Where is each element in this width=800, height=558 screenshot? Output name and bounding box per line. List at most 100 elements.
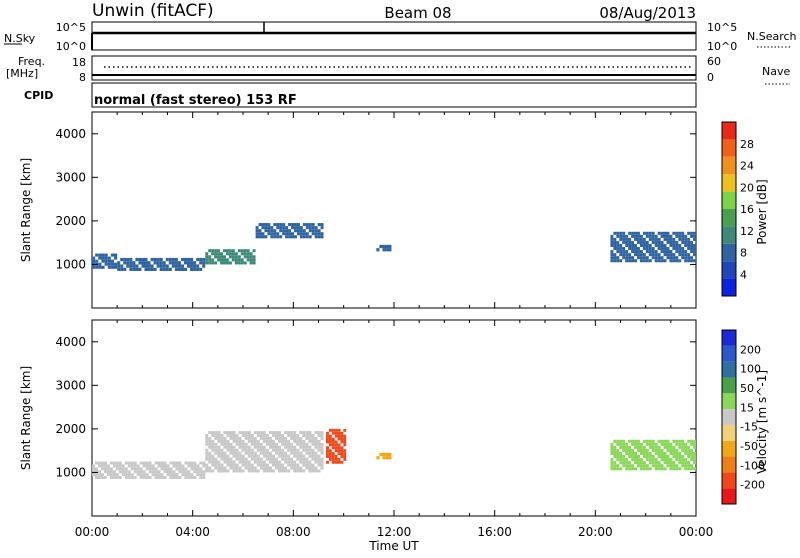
echo-cell [238,466,242,470]
echo-cell [273,229,277,233]
echo-cell [672,439,676,443]
freq-left-tick-bottom: 8 [79,71,86,84]
echo-cell [163,464,167,468]
echo-cell [162,264,166,268]
echo-cell [660,247,664,251]
echo-cell [687,237,691,241]
echo-cell [669,243,673,248]
echo-cell [690,451,694,456]
colorbar-cell [722,261,736,279]
echo-cell [382,244,386,249]
echo-cell [199,261,203,265]
echo-cell [184,461,188,465]
echo-cell [268,436,272,440]
echo-cell [249,255,253,259]
echo-cell [281,442,285,446]
echo-cell [610,448,614,452]
echo-cell [648,442,652,446]
echo-cell [660,259,664,263]
echo-cell [693,458,696,462]
echo-cell [190,467,194,471]
echo-cell [202,464,206,468]
echo-cell [302,469,306,473]
echo-cell [613,467,617,471]
power-frame [91,111,697,309]
echo-cell [130,464,134,468]
x-tick-label: 20:00 [578,525,613,539]
echo-cell [613,231,617,235]
echo-cell [340,431,344,435]
echo-cell [247,460,251,464]
echo-cell [337,446,341,450]
echo-cell [92,259,96,263]
echo-cell [678,253,682,257]
echo-cell [299,445,303,449]
echo-cell [253,466,257,470]
echo-cell [271,439,276,443]
echo-cell [639,237,643,241]
echo-cell [616,250,620,254]
echo-cell [616,439,620,443]
echo-cell [657,467,661,471]
echo-cell [253,457,257,461]
echo-cell [183,267,188,271]
echo-cell [625,467,629,471]
echo-cell [619,247,623,251]
echo-cell [190,461,194,465]
echo-cell [223,249,226,253]
echo-cell [314,235,318,239]
echo-cell [256,445,260,449]
echo-cell [645,247,649,251]
echo-cell [223,445,227,449]
echo-cell [104,253,108,257]
echo-cell [687,259,691,263]
echo-cell [317,460,321,464]
echo-cell [684,250,688,254]
echo-cell [684,467,688,471]
echo-cell [681,445,685,449]
echo-cell [678,442,682,446]
echo-cell [196,264,200,268]
echo-cell [631,256,635,260]
echo-cell [226,431,230,435]
echo-cell [616,448,620,452]
echo-cell [651,231,655,235]
echo-cell [660,467,664,471]
echo-cell [684,259,688,263]
echo-cell [613,253,617,257]
echo-cell [634,458,637,462]
echo-cell [669,445,673,449]
echo-cell [226,454,230,458]
echo-cell [220,451,224,455]
echo-cell [253,469,257,473]
echo-cell [117,267,121,271]
power-echoes [92,223,696,271]
echo-cell [235,469,239,473]
colorbar-cell [722,456,736,473]
echo-cell [675,231,679,235]
echo-cell [343,443,347,447]
echo-cell [95,265,99,269]
echo-cell [267,223,271,227]
echo-cell [120,264,124,268]
echo-cell [244,460,248,464]
echo-cell [675,243,679,248]
echo-cell [285,226,289,230]
cpid-label: CPID [24,89,53,102]
echo-cell [97,461,101,465]
echo-cell [241,434,245,437]
echo-cell [279,235,283,239]
echo-cell [169,461,173,465]
echo-cell [660,448,664,452]
echo-cell [625,256,629,260]
echo-cell [112,476,116,479]
echo-cell [648,231,652,235]
echo-cell [214,252,218,256]
echo-cell [175,473,179,477]
echo-cell [232,434,236,437]
echo-cell [622,250,626,254]
echo-cell [337,428,341,432]
echo-cell [326,437,329,441]
echo-cell [287,463,291,467]
